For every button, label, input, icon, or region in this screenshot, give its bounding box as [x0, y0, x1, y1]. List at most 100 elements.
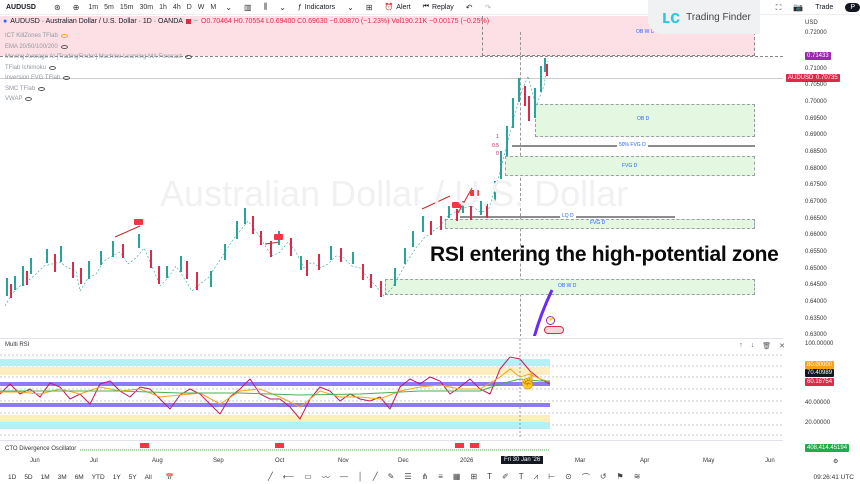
- rectangle-icon[interactable]: ▭: [304, 471, 312, 481]
- ray-icon[interactable]: ╱: [372, 471, 378, 481]
- timeframe-d[interactable]: D: [186, 3, 192, 11]
- time-axis[interactable]: Jun Jul Aug Sep Oct Nov Dec 2026 Fri 30 …: [0, 456, 860, 468]
- curve-icon[interactable]: ↺: [599, 471, 607, 481]
- cto-pane[interactable]: CTO Divergence Oscillator: [0, 440, 783, 456]
- indicator-item[interactable]: VWAP: [5, 94, 192, 105]
- eye-icon[interactable]: [25, 97, 33, 102]
- move-down-icon[interactable]: ↓: [750, 342, 755, 349]
- eye-icon[interactable]: [184, 55, 192, 60]
- indicator-item[interactable]: ICT KillZones TFlab: [5, 31, 192, 42]
- alarm-icon: ⏰: [384, 4, 394, 11]
- text-icon[interactable]: T: [487, 471, 493, 481]
- horizontal-ray-icon[interactable]: ⟵: [282, 471, 295, 481]
- timeframe-w[interactable]: W: [197, 3, 205, 11]
- horizontal-line-icon[interactable]: —: [339, 471, 348, 481]
- chevron-down-icon[interactable]: ⌄: [225, 2, 232, 12]
- replay-button[interactable]: ⏮ Replay: [423, 3, 454, 11]
- compare-icon[interactable]: ⊛: [54, 2, 61, 12]
- range-1y[interactable]: 1Y: [112, 473, 121, 481]
- ruler-icon[interactable]: ≋: [633, 471, 641, 481]
- trade-button[interactable]: Trade: [815, 4, 834, 11]
- timeframe-30m[interactable]: 30m: [139, 3, 154, 11]
- gann-box-icon[interactable]: ▦: [452, 471, 461, 481]
- indicator-item[interactable]: Inversion FVG TFlab: [5, 73, 192, 84]
- trend-line-icon[interactable]: ╱: [267, 471, 273, 481]
- settings-gear-icon[interactable]: ⚙: [833, 459, 839, 465]
- legend-title[interactable]: AUDUSD · Australian Dollar / U.S. Dollar…: [10, 18, 183, 25]
- undo-icon[interactable]: ↶: [465, 2, 473, 12]
- move-up-icon[interactable]: ↑: [739, 342, 743, 349]
- eye-icon[interactable]: [38, 86, 46, 91]
- redo-icon[interactable]: ↷: [484, 2, 492, 12]
- range-1m[interactable]: 1M: [40, 473, 50, 481]
- indicator-item[interactable]: Moving Average AI [TradingFinder] Machin…: [5, 52, 192, 63]
- eye-icon[interactable]: [49, 65, 57, 70]
- rsi-tag: 80.00000: [805, 361, 835, 369]
- grid-icon[interactable]: ⊞: [470, 471, 478, 481]
- publish-button[interactable]: P: [845, 3, 860, 12]
- zone-label-ob-w-bottom: OB W D: [558, 283, 577, 289]
- main-chart[interactable]: Australian Dollar / U.S. Dollar OB W D O…: [0, 16, 783, 336]
- fib-0-5: 0.5: [492, 143, 499, 149]
- time-label: 2026: [460, 458, 474, 464]
- price-axis[interactable]: USD 0.72000 0.71433 0.71000 AUDUSD 0.707…: [783, 16, 860, 452]
- currency-label[interactable]: USD: [805, 20, 818, 26]
- indicators-button[interactable]: ƒ Indicators: [298, 4, 335, 11]
- symbol-search[interactable]: AUDUSD: [6, 3, 36, 11]
- camera-icon[interactable]: 📷: [793, 3, 804, 12]
- indicator-item[interactable]: SMC TFlab: [5, 84, 192, 95]
- range-3m[interactable]: 3M: [57, 473, 67, 481]
- brush-icon[interactable]: ✎: [387, 471, 395, 481]
- pitchfork-icon[interactable]: ⋔: [421, 471, 429, 481]
- timeframe-4h[interactable]: 4h: [172, 3, 181, 11]
- lightning-badge-icon[interactable]: ⚡: [546, 316, 555, 325]
- range-all[interactable]: All: [144, 473, 152, 481]
- timeframe-1m[interactable]: 1m: [88, 3, 99, 11]
- flags-badge-icon[interactable]: [544, 326, 564, 334]
- range-1d[interactable]: 1D: [8, 473, 17, 481]
- close-icon[interactable]: ✕: [779, 343, 785, 350]
- pattern-icon[interactable]: ⩘: [533, 471, 539, 481]
- timeframe-5m[interactable]: 5m: [104, 3, 114, 11]
- chevron-down-icon[interactable]: ⌄: [279, 2, 286, 12]
- collapse-icon[interactable]: −: [193, 18, 199, 25]
- arc-icon[interactable]: ⌒: [581, 472, 590, 482]
- text-tool-icon[interactable]: T: [518, 471, 524, 481]
- rsi-title[interactable]: Multi RSI: [5, 342, 30, 348]
- indicator-item[interactable]: EMA 20/50/100/200: [5, 42, 192, 53]
- timeframe-15m[interactable]: 15m: [119, 3, 134, 11]
- indicator-item[interactable]: TFlab Ichimoku: [5, 63, 192, 74]
- add-symbol-icon[interactable]: ⊕: [72, 2, 80, 12]
- parallel-channel-icon[interactable]: ☰: [404, 471, 412, 481]
- candle-style-icon[interactable]: ⫼: [263, 2, 268, 11]
- eye-icon[interactable]: [60, 34, 68, 39]
- layouts-icon[interactable]: ⊞: [365, 2, 373, 12]
- alert-button[interactable]: ⏰ Alert: [384, 3, 411, 12]
- bar-style-icon[interactable]: ▥: [243, 2, 252, 12]
- cto-title[interactable]: CTO Divergence Oscillator: [5, 446, 77, 452]
- date-range-icon[interactable]: 📅: [165, 474, 174, 481]
- path-icon[interactable]: 〰: [321, 472, 330, 482]
- vertical-line-icon[interactable]: │: [357, 471, 363, 481]
- range-5d[interactable]: 5D: [24, 473, 33, 481]
- eye-icon[interactable]: [60, 44, 68, 49]
- price-tick: 0.68000: [805, 166, 827, 172]
- range-5y[interactable]: 5Y: [128, 473, 137, 481]
- pen-icon[interactable]: ✐: [502, 471, 509, 481]
- price-tick: 0.65500: [805, 249, 827, 255]
- price-tick: 0.69500: [805, 116, 827, 122]
- delete-icon[interactable]: 🗑: [762, 343, 772, 350]
- circle-icon[interactable]: ⊙: [565, 471, 572, 481]
- fullscreen-icon[interactable]: ⛶: [775, 2, 782, 12]
- timeframe-m[interactable]: M: [210, 3, 217, 11]
- rsi-pane[interactable]: Multi RSI ↑ ↓ 🗑 ✕ ☝: [0, 338, 785, 439]
- range-6m[interactable]: 6M: [74, 473, 84, 481]
- flag-icon[interactable]: ⚑: [616, 471, 624, 481]
- eye-icon[interactable]: [63, 76, 71, 81]
- fib-icon[interactable]: ≡: [438, 471, 443, 481]
- timeframe-1h[interactable]: 1h: [159, 3, 167, 11]
- range-ytd[interactable]: YTD: [91, 473, 105, 481]
- chevron-down-icon[interactable]: ⌄: [347, 2, 354, 12]
- clock[interactable]: 09:26:41 UTC: [813, 473, 854, 481]
- measure-icon[interactable]: ⊢: [548, 471, 556, 481]
